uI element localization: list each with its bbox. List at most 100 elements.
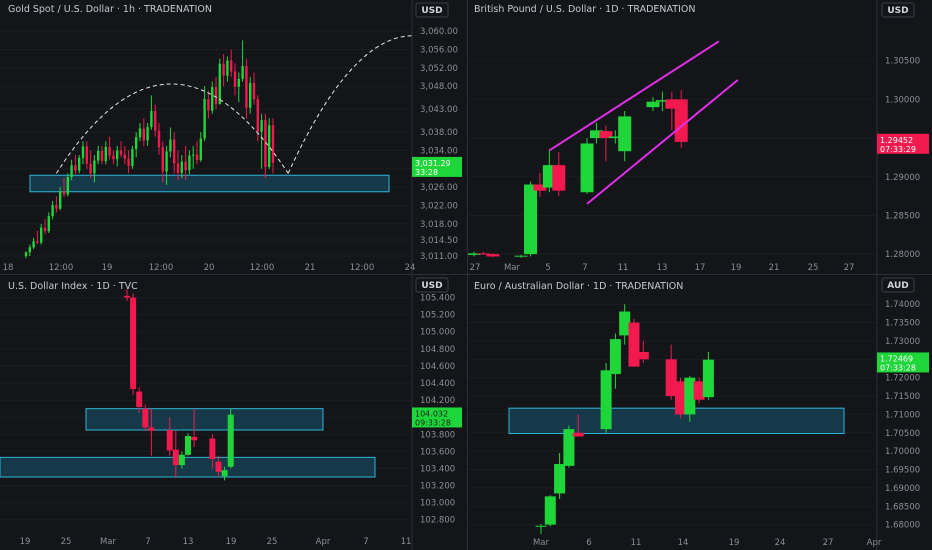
gold-candle	[161, 147, 164, 172]
gbpusd-y-ticks: 1.30500 1.30000 1.29000 1.28500 1.28000	[885, 57, 920, 260]
gold-price-label: 3,031.29	[415, 159, 451, 168]
gbpusd-channel	[548, 40, 739, 205]
gold-zone-rect	[29, 174, 390, 193]
gold-candle	[256, 99, 259, 132]
gold-candle	[70, 165, 73, 178]
eur-y-tick: 1.69500	[885, 466, 920, 476]
dxy-x-tick: 25	[61, 537, 72, 547]
gbp-candle	[468, 253, 481, 255]
euraud-x-ticks: Mar 6 11 14 19 24 27 Apr	[533, 538, 882, 548]
dxy-price-label: 104.032	[415, 409, 448, 418]
gold-candle	[97, 150, 100, 161]
gbp-candle	[655, 100, 669, 102]
gold-candle	[154, 111, 157, 131]
gold-candle	[135, 137, 138, 150]
eur-x-tick: 6	[586, 538, 591, 548]
euraud-y-ticks: 1.74000 1.73500 1.73000 1.72000 1.71500 1.710…	[885, 300, 920, 530]
dxy-y-ticks: 105.400 105.200 105.000 104.800 104.600 104.4…	[420, 294, 455, 526]
gold-chart[interactable]: 3,060.00 3,056.00 3,052.00 3,048.00 3,043.00…	[0, 0, 467, 274]
gbp-candle	[599, 131, 613, 139]
gold-currency-badge[interactable]	[415, 2, 449, 18]
euraud-currency-text: AUD	[887, 281, 908, 291]
euraud-chart[interactable]: 1.74000 1.73500 1.73000 1.72000 1.71500 1.710…	[468, 275, 932, 550]
gold-candle	[237, 78, 240, 87]
dxy-candle	[221, 470, 228, 477]
dxy-x-ticks: 19 25 Mar 7 13 19 25 Apr 7 11	[20, 537, 412, 547]
eur-y-tick: 1.70000	[885, 447, 920, 457]
dxy-zone-upper	[85, 408, 324, 431]
gold-candle	[173, 139, 176, 164]
gbpusd-currency-badge[interactable]	[881, 2, 915, 18]
gold-x-tick: 12:00	[250, 263, 275, 273]
gbp-candle	[514, 255, 528, 257]
dxy-currency-badge[interactable]	[415, 277, 449, 293]
gold-candle	[32, 241, 35, 248]
gbp-y-tick: 1.30000	[885, 95, 920, 105]
gold-candle	[59, 191, 62, 209]
gold-candle	[146, 127, 149, 141]
gold-candle	[24, 252, 28, 256]
pane-gbpusd[interactable]: 1.30500 1.30000 1.29000 1.28500 1.28000 27 Ma…	[468, 0, 932, 274]
eur-countdown-label: 07:33:28	[880, 363, 916, 372]
pane-divider-horizontal[interactable]	[0, 274, 932, 275]
gold-y-tick: 3,038.00	[420, 128, 458, 138]
gbp-x-tick: 13	[657, 263, 668, 273]
gold-y-tick: 3,034.00	[420, 146, 458, 156]
gold-candle	[47, 216, 50, 232]
eur-x-tick: 14	[678, 538, 689, 548]
gold-candle	[93, 160, 96, 174]
gbp-candle	[589, 130, 603, 139]
gbpusd-currency-text: USD	[887, 6, 908, 16]
gold-candle	[43, 227, 47, 232]
pane-divider-vertical[interactable]	[467, 0, 468, 550]
gold-candle	[268, 125, 271, 167]
dxy-x-tick: 7	[145, 537, 150, 547]
pane-euraud[interactable]: 1.74000 1.73500 1.73000 1.72000 1.71500 1.710…	[468, 275, 932, 550]
eur-candle	[554, 464, 566, 494]
gbp-price-tag	[877, 133, 929, 154]
eur-candle	[619, 311, 631, 336]
euraud-price-axis[interactable]	[877, 275, 932, 550]
gold-x-tick: 19	[102, 263, 113, 273]
eur-candle	[665, 359, 677, 397]
gold-candle	[51, 205, 54, 217]
dxy-y-tick: 105.200	[420, 311, 455, 321]
eur-y-tick: 1.71500	[885, 392, 920, 402]
gold-x-tick: 20	[204, 263, 215, 273]
eur-candle	[637, 351, 649, 360]
dxy-candle	[136, 391, 143, 407]
eur-price-tag	[877, 352, 929, 373]
dxy-candle	[172, 449, 179, 466]
dxy-chart[interactable]: 105.400 105.200 105.000 104.800 104.600 104.4…	[0, 275, 467, 550]
gold-candle	[28, 247, 31, 253]
gold-candle	[222, 63, 225, 76]
eur-candle	[675, 381, 686, 415]
gold-candle	[40, 227, 43, 243]
gbpusd-title: British Pound / U.S. Dollar · 1D · TRADE…	[474, 4, 695, 15]
dxy-currency-text: USD	[421, 281, 442, 291]
eur-x-tick: 27	[823, 538, 834, 548]
pane-gold[interactable]: 3,060.00 3,056.00 3,052.00 3,048.00 3,043.00…	[0, 0, 467, 274]
eur-y-tick: 1.74000	[885, 300, 920, 310]
gold-candle	[55, 205, 58, 209]
gbp-candle	[608, 136, 622, 139]
gold-candle	[192, 154, 195, 156]
pane-dxy[interactable]: 105.400 105.200 105.000 104.800 104.600 104.4…	[0, 275, 467, 550]
eur-y-tick: 1.72000	[885, 374, 920, 384]
gold-title: Gold Spot / U.S. Dollar · 1h · TRADENATI…	[8, 4, 212, 15]
gold-price-axis[interactable]	[412, 0, 467, 274]
gold-candle	[123, 154, 126, 159]
gold-candle	[180, 161, 183, 173]
dxy-zone-lower	[0, 456, 376, 478]
dxy-y-tick: 103.600	[420, 447, 455, 457]
gold-candle	[119, 150, 123, 155]
dxy-title: U.S. Dollar Index · 1D · TVC	[8, 281, 138, 292]
gold-candle	[184, 161, 187, 171]
euraud-currency-badge[interactable]	[881, 277, 915, 293]
gold-candles	[24, 40, 275, 259]
gbp-candle	[476, 253, 490, 255]
dxy-y-tick: 103.800	[420, 430, 455, 440]
gbp-countdown-label: 07:33:29	[880, 145, 916, 154]
gold-y-tick: 3,026.00	[420, 183, 458, 193]
gbpusd-chart[interactable]: 1.30500 1.30000 1.29000 1.28500 1.28000 27 Ma…	[468, 0, 932, 274]
